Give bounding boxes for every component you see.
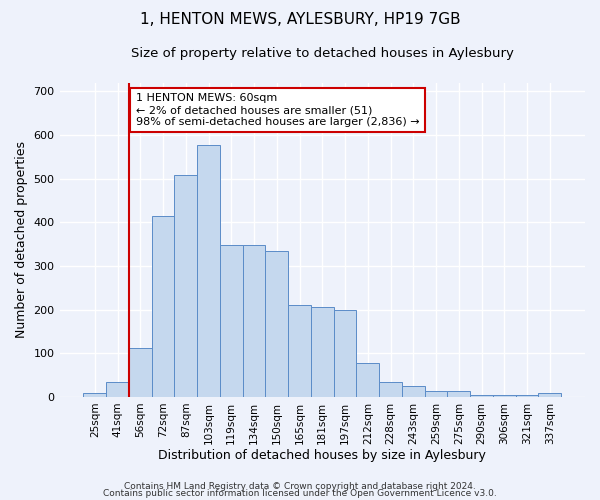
Bar	[311, 308, 334, 397]
Bar	[106, 382, 129, 397]
Bar	[493, 395, 515, 397]
Bar	[379, 382, 402, 397]
Bar	[152, 216, 175, 397]
Bar	[175, 175, 197, 397]
Text: 1 HENTON MEWS: 60sqm
← 2% of detached houses are smaller (51)
98% of semi-detach: 1 HENTON MEWS: 60sqm ← 2% of detached ho…	[136, 94, 419, 126]
Bar	[288, 305, 311, 397]
X-axis label: Distribution of detached houses by size in Aylesbury: Distribution of detached houses by size …	[158, 450, 486, 462]
Bar	[448, 392, 470, 397]
Bar	[197, 144, 220, 397]
Y-axis label: Number of detached properties: Number of detached properties	[15, 141, 28, 338]
Text: Contains HM Land Registry data © Crown copyright and database right 2024.: Contains HM Land Registry data © Crown c…	[124, 482, 476, 491]
Bar	[402, 386, 425, 397]
Bar	[470, 395, 493, 397]
Bar	[538, 393, 561, 397]
Bar	[425, 392, 448, 397]
Bar	[334, 310, 356, 397]
Bar	[356, 363, 379, 397]
Bar	[265, 250, 288, 397]
Bar	[83, 392, 106, 397]
Text: 1, HENTON MEWS, AYLESBURY, HP19 7GB: 1, HENTON MEWS, AYLESBURY, HP19 7GB	[140, 12, 460, 28]
Bar	[129, 348, 152, 397]
Text: Contains public sector information licensed under the Open Government Licence v3: Contains public sector information licen…	[103, 489, 497, 498]
Bar	[515, 395, 538, 397]
Title: Size of property relative to detached houses in Aylesbury: Size of property relative to detached ho…	[131, 48, 514, 60]
Bar	[242, 245, 265, 397]
Bar	[220, 245, 242, 397]
